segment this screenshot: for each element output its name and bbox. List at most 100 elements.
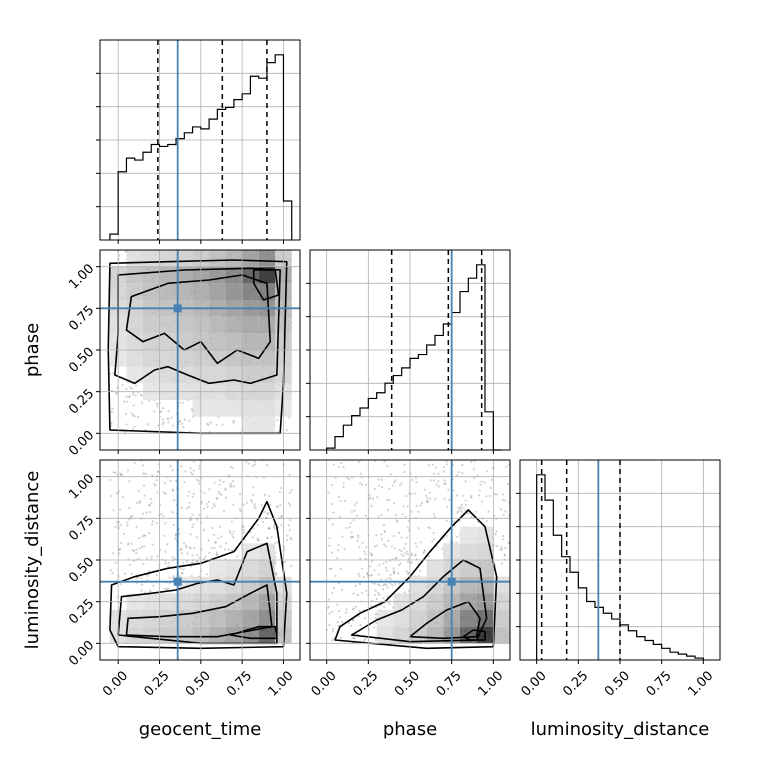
- scatter-point: [406, 553, 410, 556]
- scatter-point: [437, 480, 440, 483]
- scatter-point: [378, 484, 381, 487]
- scatter-point: [406, 572, 410, 576]
- scatter-point: [169, 479, 172, 482]
- scatter-point: [278, 491, 281, 494]
- scatter-point: [428, 491, 431, 494]
- scatter-point: [353, 637, 356, 640]
- scatter-point: [423, 550, 426, 553]
- y-tick-label: 0.50: [66, 345, 97, 376]
- scatter-point: [114, 525, 117, 529]
- scatter-point: [236, 555, 239, 558]
- scatter-point: [181, 422, 184, 425]
- scatter-point: [152, 410, 156, 413]
- scatter-point: [149, 511, 152, 514]
- scatter-point: [357, 615, 360, 618]
- scatter-point: [414, 476, 417, 480]
- scatter-point: [109, 478, 112, 482]
- density-cell: [258, 350, 276, 367]
- scatter-point: [122, 532, 126, 535]
- scatter-point: [392, 571, 396, 575]
- scatter-point: [206, 515, 209, 518]
- density-cell: [209, 626, 226, 644]
- scatter-point: [128, 518, 131, 521]
- scatter-point: [182, 426, 185, 429]
- scatter-point: [422, 551, 425, 554]
- scatter-point: [118, 548, 121, 552]
- scatter-point: [213, 547, 216, 550]
- density-cell: [225, 400, 243, 417]
- scatter-point: [504, 510, 507, 513]
- scatter-point: [470, 494, 473, 498]
- scatter-point: [373, 487, 376, 490]
- scatter-point: [114, 392, 117, 395]
- density-cell: [393, 626, 410, 644]
- scatter-point: [500, 546, 503, 549]
- histogram-geocent_time: [109, 54, 293, 240]
- scatter-point: [336, 549, 340, 552]
- scatter-point: [460, 510, 463, 513]
- scatter-point: [418, 574, 421, 578]
- scatter-point: [457, 510, 460, 513]
- density-cell: [258, 400, 276, 417]
- scatter-point: [373, 545, 376, 548]
- x-tick-label: 0.75: [644, 668, 675, 699]
- scatter-point: [382, 597, 385, 600]
- scatter-point: [204, 555, 207, 558]
- scatter-point: [411, 478, 414, 482]
- scatter-point: [404, 542, 407, 546]
- scatter-point: [252, 486, 255, 489]
- scatter-point: [420, 501, 423, 505]
- scatter-point: [167, 410, 170, 413]
- scatter-point: [112, 471, 115, 474]
- scatter-point: [213, 504, 216, 507]
- scatter-point: [132, 549, 136, 553]
- scatter-point: [245, 460, 248, 463]
- scatter-point: [157, 470, 160, 474]
- x-tick-label: 0.75: [434, 668, 465, 699]
- scatter-point: [192, 460, 195, 463]
- scatter-point: [363, 550, 366, 553]
- scatter-point: [182, 568, 185, 571]
- scatter-point: [345, 527, 348, 530]
- scatter-point: [290, 564, 293, 567]
- scatter-point: [188, 546, 192, 549]
- histogram-panel-luminosity_distance: [516, 459, 721, 661]
- scatter-point: [423, 488, 427, 491]
- density-cell: [209, 283, 226, 300]
- scatter-point: [375, 534, 378, 537]
- scatter-point: [174, 557, 177, 560]
- scatter-point: [387, 539, 390, 542]
- scatter-point: [162, 514, 165, 518]
- scatter-point: [360, 567, 364, 570]
- scatter-point: [273, 527, 277, 530]
- density-cell: [209, 560, 226, 577]
- scatter-point: [502, 534, 505, 538]
- density-cell: [209, 400, 226, 417]
- scatter-point: [348, 526, 351, 529]
- scatter-point: [120, 473, 124, 476]
- scatter-point: [148, 503, 151, 506]
- scatter-point: [126, 400, 129, 403]
- scatter-point: [507, 541, 510, 544]
- scatter-point: [354, 584, 357, 587]
- scatter-point: [124, 412, 128, 415]
- density-cell: [410, 610, 427, 627]
- scatter-point: [151, 474, 154, 477]
- scatter-point: [181, 572, 184, 575]
- scatter-point: [382, 524, 386, 527]
- scatter-point: [193, 546, 196, 549]
- scatter-point: [253, 463, 256, 466]
- scatter-point: [426, 497, 429, 500]
- scatter-point: [151, 543, 154, 546]
- truth-marker: [173, 304, 182, 313]
- scatter-point: [370, 553, 373, 557]
- density-cell: [258, 543, 276, 560]
- scatter-point: [404, 515, 407, 518]
- scatter-point: [388, 487, 391, 491]
- scatter-point: [401, 513, 404, 516]
- scatter-point: [425, 500, 428, 503]
- scatter-point: [130, 412, 133, 415]
- scatter-point: [447, 488, 450, 491]
- scatter-point: [136, 415, 140, 419]
- scatter-point: [328, 612, 331, 615]
